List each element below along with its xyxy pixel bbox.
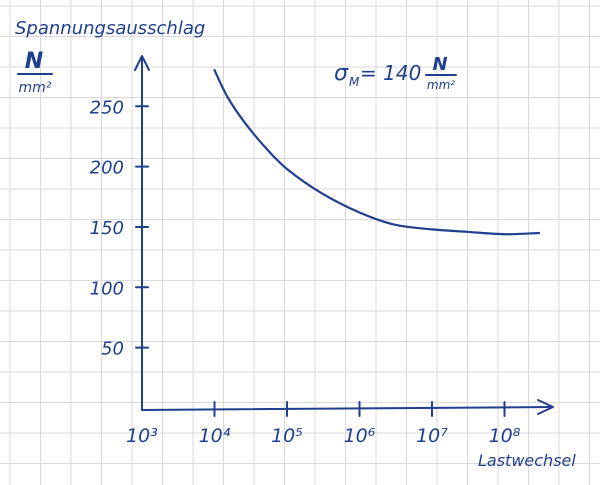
- data-point: [321, 192, 323, 194]
- data-point: [538, 232, 540, 234]
- x-tick-label: 10³: [126, 425, 158, 447]
- x-tick-label: 10⁴: [199, 425, 231, 447]
- x-axis-arrowhead: [537, 399, 554, 415]
- annotation-value: = 140: [360, 61, 421, 85]
- y-unit-denominator: mm²: [19, 80, 52, 96]
- y-tick-label: 250: [90, 97, 124, 118]
- y-ticks: 50 100 150 200 250: [90, 97, 149, 360]
- series-line: [213, 69, 541, 236]
- x-axis-title: Lastwechsel: [478, 451, 576, 470]
- annotation-symbol: σ: [334, 61, 349, 86]
- x-tick-label: 10⁸: [489, 425, 521, 447]
- y-tick-label: 200: [90, 158, 124, 179]
- x-tick-label: 10⁵: [271, 425, 303, 447]
- data-point: [242, 120, 244, 122]
- y-unit-numerator: N: [25, 49, 43, 74]
- annotation-unit-denominator: mm²: [427, 78, 455, 92]
- data-point: [359, 211, 361, 213]
- data-point: [264, 146, 266, 148]
- x-ticks: 10³ 10⁴ 10⁵ 10⁶ 10⁷ 10⁸: [126, 401, 521, 447]
- annotation-subscript: M: [349, 75, 360, 89]
- data-point: [226, 96, 228, 98]
- series-layer: [213, 69, 541, 236]
- data-point: [214, 69, 216, 71]
- y-tick-label: 100: [90, 278, 124, 299]
- y-tick-label: 150: [90, 218, 124, 239]
- data-point: [504, 233, 506, 235]
- data-point: [286, 168, 288, 170]
- data-point: [431, 228, 433, 230]
- x-tick-label: 10⁷: [416, 425, 448, 447]
- data-point: [393, 224, 395, 226]
- data-point: [466, 231, 468, 233]
- x-axis: [141, 406, 553, 411]
- annotation-unit-numerator: N: [432, 54, 447, 75]
- sigma-m-annotation: σ M = 140 N mm²: [334, 54, 457, 92]
- x-tick-label: 10⁶: [344, 425, 376, 447]
- y-axis-title: Spannungsausschlag: [15, 18, 205, 39]
- y-axis-arrowhead: [134, 55, 150, 71]
- y-tick-label: 50: [101, 339, 124, 360]
